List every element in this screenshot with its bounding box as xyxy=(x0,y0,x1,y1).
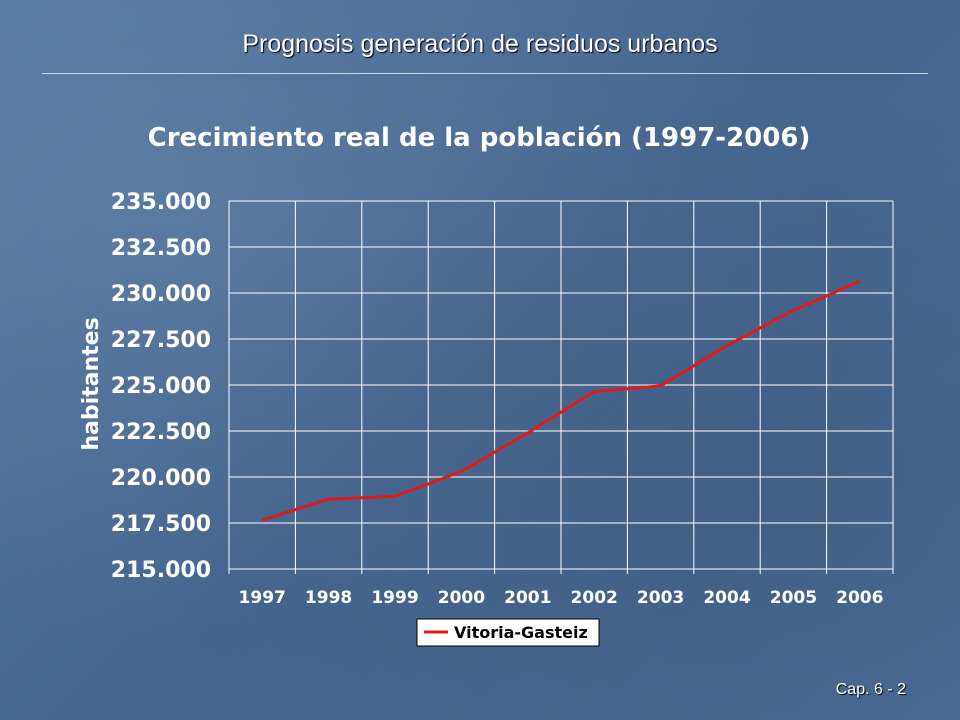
x-tick-label: 2003 xyxy=(637,588,684,608)
x-axis-ticks: 1997 1998 1999 2000 2001 2002 2003 2004 2005 2006 xyxy=(239,588,884,608)
y-tick-label: 220.000 xyxy=(111,466,211,491)
x-tick-label: 2002 xyxy=(571,588,618,608)
x-tick-label: 1997 xyxy=(239,588,286,608)
legend-label-vitoria-gasteiz: Vitoria-Gasteiz xyxy=(454,623,588,642)
y-tick-label: 230.000 xyxy=(111,282,211,307)
series-line-vitoria-gasteiz xyxy=(261,279,861,522)
slide-title: Prognosis generación de residuos urbanos xyxy=(242,30,718,58)
x-tick-label: 2004 xyxy=(703,588,750,608)
x-tick-label: 2005 xyxy=(770,588,817,608)
series-lines xyxy=(261,279,861,522)
y-tick-label: 232.500 xyxy=(111,236,211,261)
y-tick-label: 227.500 xyxy=(111,328,211,353)
y-axis-label: habitantes xyxy=(79,317,104,450)
x-tick-label: 2006 xyxy=(836,588,883,608)
x-tick-label: 1998 xyxy=(305,588,352,608)
chart-grid xyxy=(228,200,894,574)
x-tick-label: 2000 xyxy=(438,588,485,608)
y-tick-label: 235.000 xyxy=(111,190,211,215)
chart-legend: Vitoria-Gasteiz xyxy=(416,618,600,647)
title-divider xyxy=(42,73,928,74)
legend-box xyxy=(416,618,600,647)
y-tick-label: 225.000 xyxy=(111,374,211,399)
x-tick-label: 1999 xyxy=(371,588,418,608)
chart-title: Crecimiento real de la población (1997-2… xyxy=(148,123,811,153)
y-tick-label: 217.500 xyxy=(111,512,211,537)
y-axis-ticks: 215.000 217.500 220.000 222.500 225.000 227.5… xyxy=(111,190,211,583)
y-tick-label: 215.000 xyxy=(111,558,211,583)
slide-number: Cap. 6 - 2 xyxy=(835,681,906,698)
y-tick-label: 222.500 xyxy=(111,420,211,445)
x-tick-label: 2001 xyxy=(504,588,551,608)
